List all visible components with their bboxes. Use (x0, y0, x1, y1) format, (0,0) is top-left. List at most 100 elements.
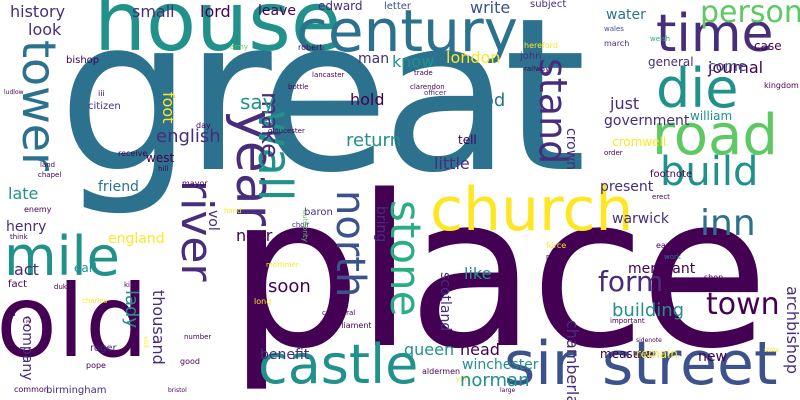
word: henry (6, 219, 47, 235)
word: receive (118, 149, 148, 158)
word: return (346, 130, 402, 151)
word: sidenote (636, 337, 662, 344)
word: period (448, 90, 506, 111)
word: enemy (24, 205, 52, 214)
word: earl (74, 261, 98, 275)
word: william (690, 109, 733, 123)
word: norman (460, 370, 530, 391)
word: choir (292, 221, 310, 229)
word: little (434, 154, 470, 173)
word: small (132, 2, 175, 21)
word: time (656, 4, 774, 64)
word: bottle (288, 83, 309, 91)
word: early (656, 241, 677, 250)
word: subject (530, 0, 567, 10)
word: just (610, 94, 640, 113)
word: important (610, 317, 645, 325)
word: vol (205, 210, 221, 231)
word: visit (142, 336, 149, 349)
word: march (604, 39, 630, 48)
word: a.d (6, 311, 16, 318)
word: gloucester (268, 127, 305, 135)
word: place (228, 150, 769, 395)
word: city (24, 316, 31, 327)
word: day (196, 121, 211, 130)
word: inn (700, 203, 756, 244)
word: iii (98, 89, 105, 98)
word: london (446, 48, 501, 67)
word: scotland (437, 272, 453, 332)
word: case (754, 39, 782, 53)
word: wales (604, 25, 624, 33)
word: footnote (650, 169, 693, 180)
word: stone (381, 200, 430, 317)
word: king (124, 281, 139, 289)
word: archbishop (783, 286, 800, 374)
word: chamberlain (563, 320, 582, 400)
word: building (612, 300, 685, 321)
word: foot (159, 92, 178, 124)
word: crown (563, 128, 579, 171)
word: fact (8, 279, 28, 290)
word: journal (708, 58, 764, 77)
word: tower (12, 40, 66, 172)
word: warwick (612, 211, 669, 227)
word: hold (350, 90, 385, 109)
word: land (40, 161, 56, 169)
word: shop (704, 273, 724, 282)
word: say (240, 90, 275, 114)
word: old (0, 263, 149, 380)
word: citizen (88, 101, 121, 112)
word: look (28, 20, 62, 39)
word: lancaster (312, 71, 345, 79)
word: parliament (328, 321, 372, 330)
word: late (8, 184, 39, 203)
word: common (14, 385, 49, 394)
word: letter (384, 1, 412, 12)
word: man (358, 51, 390, 67)
word: leave (258, 3, 296, 19)
word: robert (298, 43, 323, 52)
word: cromwell (612, 135, 667, 149)
word: great (58, 0, 587, 219)
word: duke (54, 283, 71, 291)
word: force (546, 241, 567, 250)
word: build (660, 149, 759, 195)
word: mayor (182, 179, 208, 188)
word: trade (414, 69, 433, 77)
word: hill (158, 165, 169, 173)
word: near (236, 226, 273, 245)
word: edward (318, 0, 363, 13)
word: long (254, 297, 272, 306)
word: work (664, 253, 681, 261)
word: think (10, 233, 28, 241)
word: queen (404, 340, 455, 359)
word: good (180, 357, 200, 366)
word: chapel (38, 171, 62, 179)
word: york (456, 375, 472, 383)
word: england (108, 231, 165, 247)
word: state (764, 347, 780, 354)
word: lord (200, 2, 231, 21)
word: large (500, 387, 516, 394)
word: present (600, 179, 654, 195)
word: come (708, 59, 747, 75)
word: government (604, 113, 690, 129)
word: person (700, 0, 800, 30)
word: thousand (149, 290, 168, 365)
word: railway (524, 65, 550, 73)
word: bring (373, 206, 389, 243)
word: soon (268, 276, 311, 297)
word: officer (424, 89, 447, 97)
word: order (604, 149, 623, 157)
word: head (460, 340, 500, 359)
word: river (171, 180, 222, 282)
word: bishop (66, 55, 100, 66)
word: friend (98, 179, 139, 195)
word: john (520, 51, 542, 62)
word: lady (121, 290, 142, 329)
word: baron (304, 207, 333, 218)
word: form (598, 265, 664, 298)
word: sir (504, 329, 577, 399)
word: birmingham (46, 385, 107, 396)
